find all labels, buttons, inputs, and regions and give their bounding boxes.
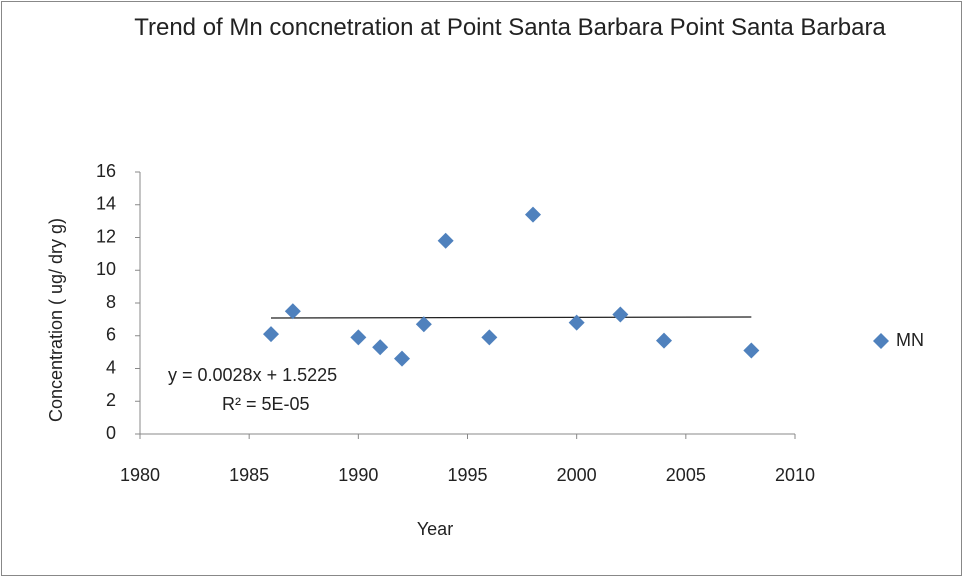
- chart-title: Trend of Mn concnetration at Point Santa…: [134, 14, 886, 41]
- x-axis-label: Year: [417, 519, 453, 539]
- y-tick-label: 14: [96, 194, 116, 214]
- y-tick-label: 2: [106, 390, 116, 410]
- point: [437, 232, 454, 249]
- x-tick-label: 1985: [229, 465, 269, 485]
- point: [612, 306, 629, 323]
- point: [350, 329, 367, 346]
- legend-marker: [873, 333, 889, 349]
- x-tick-label: 2000: [557, 465, 597, 485]
- point: [656, 332, 672, 349]
- y-tick-label: 12: [96, 226, 116, 246]
- trendline-equation: y = 0.0028x + 1.5225: [168, 365, 337, 385]
- y-tick-label: 8: [106, 292, 116, 312]
- point: [284, 303, 301, 320]
- point: [568, 314, 585, 331]
- legend-label: MN: [896, 330, 924, 350]
- x-tick-label: 2005: [666, 465, 706, 485]
- point: [481, 329, 498, 346]
- y-axis-label: Concentration ( ug/ dry g): [46, 218, 66, 422]
- x-tick-label: 1990: [338, 465, 378, 485]
- y-tick-label: 16: [96, 161, 116, 181]
- x-tick-label: 1995: [447, 465, 487, 485]
- x-tick-label: 1980: [120, 465, 160, 485]
- x-tick-label: 2010: [775, 465, 815, 485]
- point: [263, 326, 279, 343]
- point: [394, 350, 410, 367]
- y-tick-label: 4: [106, 357, 116, 377]
- point: [743, 342, 760, 359]
- trendline-r2: R² = 5E-05: [222, 394, 310, 414]
- y-tick-label: 6: [106, 325, 116, 345]
- point: [415, 316, 432, 333]
- point: [525, 206, 541, 223]
- y-tick-label: 0: [106, 423, 116, 443]
- y-tick-label: 10: [96, 259, 116, 279]
- point: [372, 339, 389, 356]
- trendline: [270, 316, 752, 319]
